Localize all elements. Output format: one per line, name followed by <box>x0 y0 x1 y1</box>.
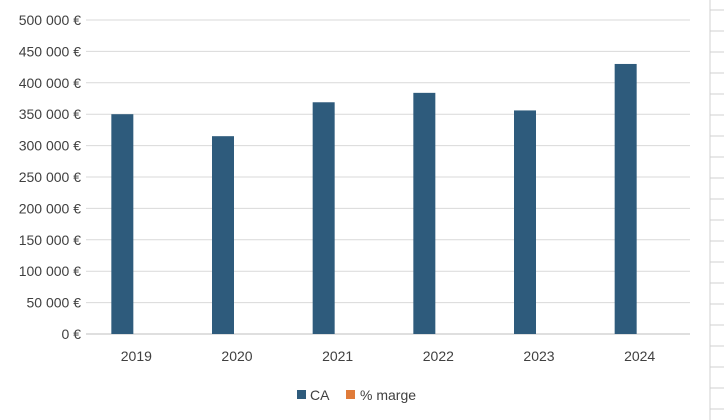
x-tick-label: 2022 <box>423 348 454 364</box>
y-axis-ticks: 0 € 50 000 € 100 000 € 150 000 € 200 000 € 25… <box>19 12 82 342</box>
y-tick-label: 100 000 € <box>19 263 81 279</box>
y-tick-label: 0 € <box>62 326 82 342</box>
x-tick-label: 2020 <box>221 348 252 364</box>
bar-ca-2022 <box>413 92 436 335</box>
bar-ca-2023 <box>514 110 536 334</box>
gridlines <box>86 19 690 335</box>
y-tick-label: 250 000 € <box>19 169 81 185</box>
bar-ca-2024 <box>614 63 637 335</box>
y-tick-label: 50 000 € <box>27 295 82 311</box>
bar-ca-2019 <box>111 114 134 334</box>
x-tick-label: 2024 <box>624 348 655 364</box>
bar-ca-2021 <box>312 102 335 334</box>
y-tick-label: 150 000 € <box>19 232 81 248</box>
x-tick-label: 2019 <box>121 348 152 364</box>
legend-swatch-ca <box>297 390 306 399</box>
legend-label-ca: CA <box>310 387 330 403</box>
legend: CA % marge <box>297 387 416 403</box>
x-axis-ticks: 2019 2020 2021 2022 2023 2024 <box>121 348 656 364</box>
y-tick-label: 450 000 € <box>19 43 81 59</box>
x-tick-label: 2021 <box>322 348 353 364</box>
legend-swatch-marge <box>346 390 355 399</box>
x-tick-label: 2023 <box>523 348 554 364</box>
legend-label-marge: % marge <box>360 387 416 403</box>
y-tick-label: 400 000 € <box>19 75 81 91</box>
y-tick-label: 350 000 € <box>19 106 81 122</box>
y-tick-label: 300 000 € <box>19 138 81 154</box>
bar-ca-2020 <box>212 136 234 334</box>
bars <box>111 63 637 335</box>
y-tick-label: 200 000 € <box>19 200 81 216</box>
y-tick-label: 500 000 € <box>19 12 81 28</box>
sheet-edge-lines <box>709 0 724 420</box>
